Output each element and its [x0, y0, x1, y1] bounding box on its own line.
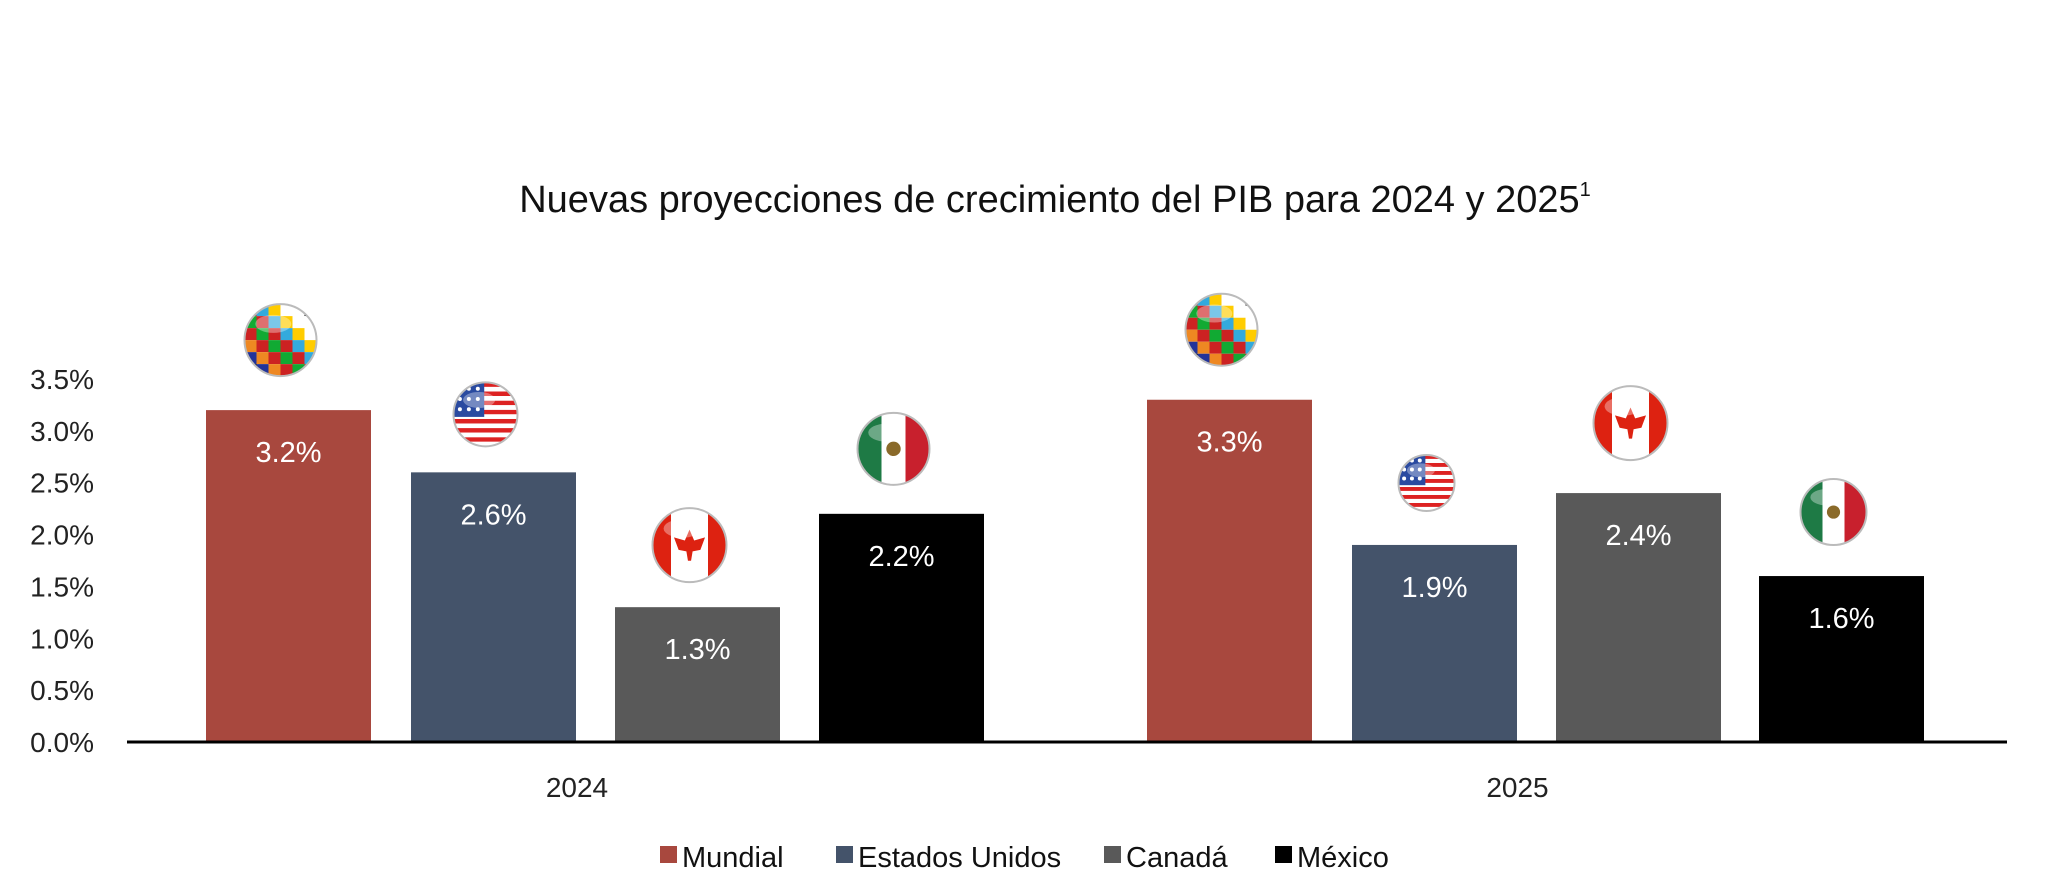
x-tick-label: 2024: [546, 772, 608, 803]
legend-item: Mundial: [660, 842, 784, 874]
legend-item: Canadá: [1104, 842, 1228, 874]
data-label: 2.2%: [868, 541, 934, 573]
legend-item: México: [1275, 842, 1389, 874]
y-tick-label: 2.0%: [30, 520, 94, 551]
bar-estados-unidos-2024: [411, 472, 576, 742]
data-label: 3.3%: [1196, 427, 1262, 459]
data-label: 1.6%: [1808, 603, 1874, 635]
chart-title: Nuevas proyecciones de crecimiento del P…: [519, 179, 1591, 221]
bar-méxico-2024: [819, 513, 984, 742]
usa-flag-icon: [452, 381, 519, 448]
data-label: 1.3%: [664, 634, 730, 666]
legend-item: Estados Unidos: [836, 842, 1061, 874]
bar-canadá-2025: [1556, 493, 1721, 742]
bar-estados-unidos-2025: [1352, 544, 1517, 742]
usa-flag-icon: [1397, 453, 1456, 512]
legend-swatch: [836, 846, 853, 863]
chart-title-text: Nuevas proyecciones de crecimiento del P…: [519, 179, 1579, 221]
mexico-flag-icon: [1799, 478, 1868, 547]
data-label: 3.2%: [255, 437, 321, 469]
data-label: 1.9%: [1401, 572, 1467, 604]
y-tick-label: 0.0%: [30, 727, 94, 758]
y-tick-label: 3.5%: [30, 364, 94, 395]
y-tick-label: 3.0%: [30, 416, 94, 447]
legend-label: Estados Unidos: [858, 842, 1061, 874]
y-tick-label: 2.5%: [30, 468, 94, 499]
legend-swatch: [1104, 846, 1121, 863]
bar-mundial-2024: [206, 410, 371, 742]
legend-label: Canadá: [1126, 842, 1228, 874]
legend-label: México: [1297, 842, 1389, 874]
bar-canadá-2024: [615, 607, 780, 742]
x-tick-label: 2025: [1486, 772, 1548, 803]
bar-mundial-2025: [1147, 399, 1312, 742]
world-flags-globe-icon: [243, 303, 318, 378]
y-tick-label: 0.5%: [30, 675, 94, 706]
canada-flag-icon: [1592, 385, 1669, 462]
y-tick-label: 1.5%: [30, 571, 94, 602]
mexico-flag-icon: [856, 411, 931, 486]
legend-label: Mundial: [682, 842, 784, 874]
canada-flag-icon: [651, 507, 728, 584]
world-flags-globe-icon: [1184, 292, 1259, 367]
chart-title-footnote: 1: [1580, 179, 1591, 201]
bar-méxico-2025: [1759, 576, 1924, 742]
y-tick-label: 1.0%: [30, 623, 94, 654]
data-label: 2.6%: [460, 499, 526, 531]
legend-swatch: [1275, 846, 1292, 863]
data-label: 2.4%: [1605, 520, 1671, 552]
legend-swatch: [660, 846, 677, 863]
